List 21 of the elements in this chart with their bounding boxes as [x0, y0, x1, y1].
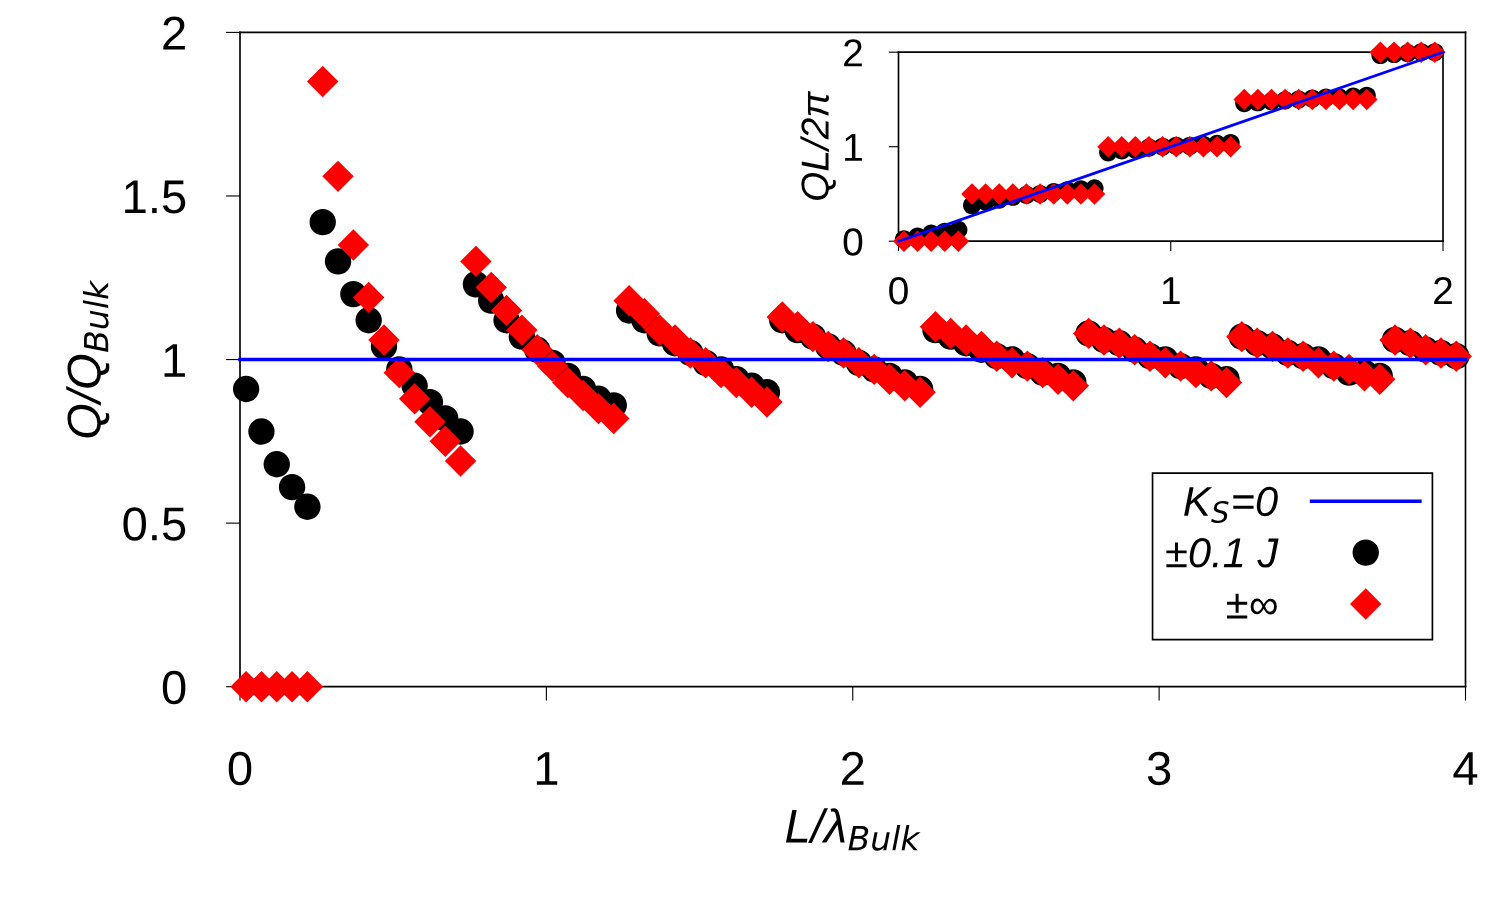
x-tick-label: 0	[228, 751, 252, 786]
y-axis-title: QL/2π	[800, 90, 836, 200]
y-tick-label: 1.5	[125, 180, 186, 214]
y-tick-label: 2	[163, 16, 185, 50]
y-axis-title: Q/Q$_{Bulk}$	[66, 279, 110, 438]
x-tick-label: 4	[1453, 752, 1478, 785]
x-tick-label: 3	[1147, 751, 1171, 786]
x-tick-label: 1	[536, 752, 558, 785]
legend-label: ±0.1 J	[1166, 538, 1279, 568]
y-tick-label: 0.5	[123, 507, 186, 541]
x-tick-label: 0	[889, 276, 908, 305]
legend-label: ±∞	[1226, 593, 1277, 619]
y-tick-label: 1	[845, 134, 862, 161]
x-tick-label: 1	[1162, 277, 1180, 305]
y-tick-label: 1	[164, 344, 185, 377]
x-axis-title: L/λ$_{Bulk}$	[785, 808, 921, 851]
y-tick-label: 2	[844, 39, 862, 67]
legend-label: K$_{S}$=0	[1184, 486, 1278, 524]
y-tick-label: 0	[843, 228, 863, 256]
x-tick-label: 2	[1434, 276, 1452, 305]
y-tick-label: 0	[162, 670, 186, 705]
